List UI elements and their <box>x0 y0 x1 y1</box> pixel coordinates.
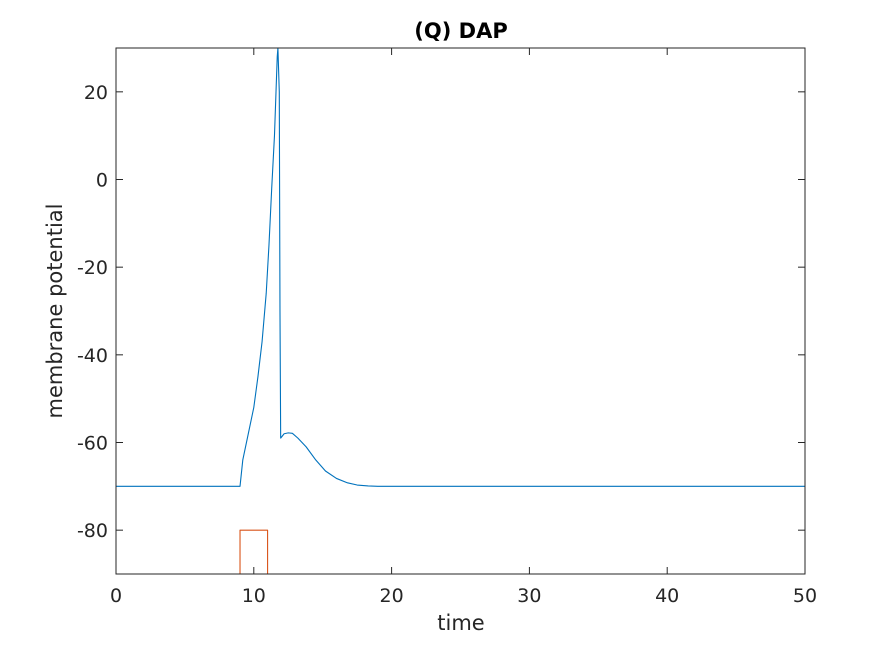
y-tick-label: 20 <box>84 82 108 104</box>
axes-background <box>116 48 805 574</box>
series-line-1 <box>116 48 805 487</box>
y-tick-label: -40 <box>77 345 108 367</box>
x-axis-label: time <box>437 611 484 635</box>
x-tick-label: 50 <box>793 585 817 607</box>
y-tick-label: -60 <box>77 433 108 455</box>
chart-title: (Q) DAP <box>414 19 507 43</box>
x-tick-label: 30 <box>517 585 541 607</box>
y-axis-label: membrane potential <box>43 204 67 419</box>
x-tick-label: 0 <box>110 585 122 607</box>
x-tick-label: 10 <box>242 585 266 607</box>
axes-box <box>115 47 806 575</box>
plot-area: 0 10 20 30 40 50 -80 -60 -40 -20 0 20 <box>77 47 817 607</box>
series-line-2 <box>116 529 805 574</box>
y-tick-label: -20 <box>77 257 108 279</box>
y-tick-label: -80 <box>77 520 108 542</box>
x-tick-label: 40 <box>655 585 679 607</box>
x-tick-label: 20 <box>380 585 404 607</box>
y-tick-label: 0 <box>96 170 108 192</box>
